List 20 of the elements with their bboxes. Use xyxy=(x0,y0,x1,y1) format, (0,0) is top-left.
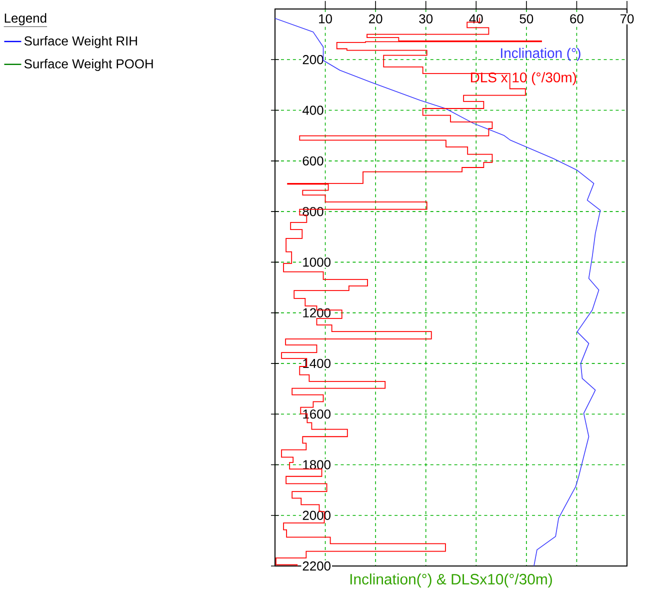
y-tick-label: 1000 xyxy=(303,258,330,267)
x-tick-label: 10 xyxy=(319,14,332,24)
y-tick-label: 400 xyxy=(302,106,324,115)
text: Inclination (°) xyxy=(501,48,580,61)
x-tick-label: 20 xyxy=(369,14,382,24)
legend-label: Surface Weight RIH xyxy=(24,36,137,48)
x-tick-label: 60 xyxy=(570,14,584,24)
y-tick-label: 600 xyxy=(302,156,324,166)
y-tick-label: 1200 xyxy=(303,308,330,318)
x-axis-title: Inclination(°) & DLSx10(°/30m) xyxy=(350,574,552,588)
x-tick-label: 50 xyxy=(520,14,534,24)
y-tick-label: 1600 xyxy=(303,410,330,419)
y-tick-label: 1800 xyxy=(303,460,330,470)
legend-title: Legend xyxy=(4,13,46,26)
x-tick-label: 40 xyxy=(469,14,483,24)
x-tick-label: 30 xyxy=(419,14,433,24)
y-tick-label: 200 xyxy=(302,55,324,64)
legend-label: Surface Weight POOH xyxy=(24,58,153,71)
y-tick-label: 2200 xyxy=(302,561,330,571)
x-tick-label: 70 xyxy=(620,14,634,24)
